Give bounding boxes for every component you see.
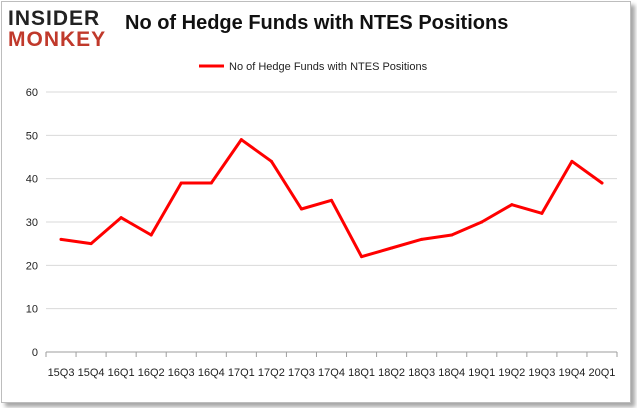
x-axis-ticks: 15Q3 15Q4 16Q1 16Q2 16Q3 16Q4 17Q1 17Q2 17Q3 17Q4… — [45, 352, 618, 379]
x-tick-label: 16Q3 — [168, 367, 195, 379]
series-group — [59, 138, 604, 259]
data-point — [570, 159, 574, 163]
legend-label: No of Hedge Funds with NTES Positions — [229, 61, 428, 73]
data-point — [420, 237, 424, 241]
x-tick-label: 15Q3 — [48, 367, 75, 379]
y-tick-label: 30 — [26, 217, 38, 229]
chart-title: No of Hedge Funds with NTES Positions — [125, 12, 509, 34]
data-point — [390, 246, 394, 250]
data-point — [209, 181, 213, 185]
x-tick-label: 16Q1 — [108, 367, 135, 379]
x-tick-label: 16Q2 — [138, 367, 165, 379]
y-tick-label: 60 — [26, 87, 38, 99]
x-tick-label: 19Q3 — [528, 367, 555, 379]
data-point — [89, 242, 93, 246]
x-tick-label: 18Q1 — [348, 367, 375, 379]
data-point — [450, 233, 454, 237]
data-point — [149, 233, 153, 237]
legend: No of Hedge Funds with NTES Positions — [199, 61, 428, 73]
data-point — [360, 255, 364, 259]
x-tick-label: 19Q2 — [498, 367, 525, 379]
x-tick-label: 19Q4 — [558, 367, 585, 379]
x-tick-label: 15Q4 — [78, 367, 105, 379]
x-tick-label: 17Q2 — [258, 367, 285, 379]
y-axis-ticks: 0 10 20 30 40 50 60 — [26, 87, 38, 359]
data-point — [480, 220, 484, 224]
data-point — [59, 237, 63, 241]
data-point — [510, 203, 514, 207]
data-point — [269, 159, 273, 163]
data-point — [119, 216, 123, 220]
y-tick-label: 10 — [26, 304, 38, 316]
y-tick-label: 40 — [26, 174, 38, 186]
x-tick-label: 18Q4 — [438, 367, 465, 379]
data-point — [540, 211, 544, 215]
y-tick-label: 20 — [26, 260, 38, 272]
x-tick-label: 17Q1 — [228, 367, 255, 379]
data-point — [600, 181, 604, 185]
insider-monkey-logo: INSIDER MONKEY — [8, 8, 116, 54]
x-tick-label: 16Q4 — [198, 367, 225, 379]
series-line — [59, 138, 604, 259]
chart-frame — [1, 1, 631, 403]
x-tick-label: 18Q2 — [378, 367, 405, 379]
data-point — [330, 198, 333, 202]
grid-lines — [46, 91, 617, 353]
x-tick-label: 20Q1 — [589, 367, 616, 379]
x-tick-label: 18Q3 — [408, 367, 435, 379]
x-tick-label: 17Q3 — [288, 367, 315, 379]
y-tick-label: 50 — [26, 130, 38, 142]
data-point — [239, 138, 243, 142]
x-tick-label: 19Q1 — [468, 367, 495, 379]
x-tick-label: 17Q4 — [318, 367, 345, 379]
data-point — [299, 207, 303, 211]
logo-line-1: INSIDER — [8, 7, 101, 30]
y-tick-label: 0 — [32, 347, 38, 359]
data-point — [179, 181, 183, 185]
logo-line-2: MONKEY — [8, 28, 107, 51]
